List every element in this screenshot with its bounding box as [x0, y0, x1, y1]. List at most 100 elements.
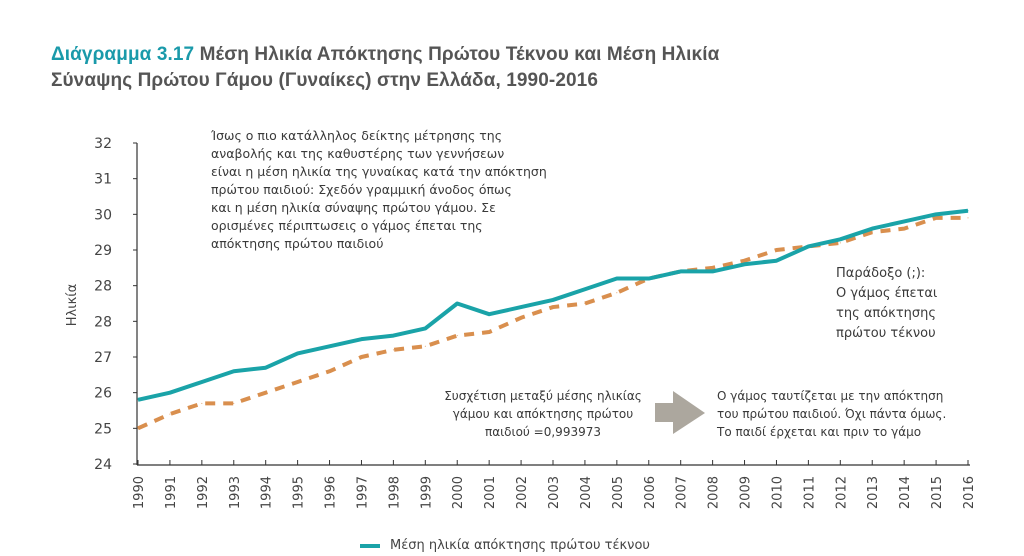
x-tick-label: 1998 [387, 476, 402, 509]
data-point [424, 345, 426, 347]
legend-label-first-child: Μέση ηλικία απόκτησης πρώτου τέκνου [390, 538, 650, 553]
annotation-line: Ο γάμος ταυτίζεται με την απόκτηση [717, 389, 944, 403]
data-point [775, 249, 777, 251]
data-point [616, 278, 618, 280]
x-tick-label: 2005 [611, 476, 626, 509]
annotation-line: Συσχέτιση μεταξύ μέσης ηλικίας [444, 389, 642, 403]
data-point [871, 228, 873, 230]
annotation-line: απόκτησης πρώτου παιδιού [211, 236, 384, 251]
legend-swatch-first-child [360, 543, 380, 548]
x-tick-label: 2015 [930, 476, 945, 509]
data-point [967, 217, 969, 219]
annotation-line: Ίσως ο πιο κατάλληλος δείκτης μέτρησης τ… [211, 128, 503, 143]
x-tick-label: 2004 [579, 476, 594, 509]
y-tick-label: 26 [94, 386, 112, 402]
annotation-line: είναι η μέση ηλικία της γυναίκας κατά τη… [211, 164, 547, 179]
data-point [265, 392, 267, 394]
y-tick-label: 28 [94, 279, 112, 295]
arrow-right-icon [655, 391, 705, 434]
data-point [392, 349, 394, 351]
x-tick-label: 1995 [292, 476, 307, 509]
data-point [297, 381, 299, 383]
x-tick-label: 2000 [451, 476, 466, 509]
x-tick-label: 2007 [675, 476, 690, 509]
annotation-line: Ο γάμος έπεται [836, 286, 938, 301]
data-point [935, 213, 937, 215]
data-point [712, 270, 714, 272]
data-point [360, 356, 362, 358]
data-point [648, 278, 650, 280]
x-tick-label: 2014 [898, 476, 913, 509]
x-tick-label: 1999 [419, 476, 434, 509]
data-point [137, 399, 139, 401]
x-tick-label: 2011 [802, 476, 817, 509]
annotation-paradox: Παράδοξο (;): Ο γάμος έπεται της απόκτησης… [836, 264, 937, 344]
data-point [456, 303, 458, 304]
data-point [520, 306, 522, 308]
data-point [616, 292, 618, 294]
figure-number: Διάγραμμα 3.17 [51, 44, 195, 65]
title-line-2: Σύναψης Πρώτου Γάμου (Γυναίκες) στην Ελλ… [51, 70, 598, 91]
data-point [329, 345, 331, 347]
x-tick-label: 2009 [739, 476, 754, 509]
x-tick-label: 2016 [962, 476, 977, 509]
y-axis-label: Ηλικία [65, 284, 80, 327]
data-point [392, 335, 394, 337]
data-point [744, 260, 746, 262]
y-tick-label: 31 [94, 172, 112, 188]
annotation-line: Παράδοξο (;): [836, 266, 926, 281]
annotation-line: Το παιδί έρχεται και πριν το γάμο [717, 425, 922, 439]
y-tick-label: 25 [94, 421, 112, 437]
data-point [584, 288, 586, 290]
annotation-line: πρώτου παιδιού: Σχεδόν γραμμική άνοδος ό… [211, 182, 512, 197]
annotation-line: ορισμένες πέριπτωσεις ο γάμος έπεται της [211, 218, 483, 233]
x-tick-label: 1996 [324, 476, 339, 509]
annotation-conclusion: Ο γάμος ταυτίζεται με την απόκτηση του πρ… [717, 387, 977, 441]
annotation-line: αναβολής και της καθυστέρης των γεννήσεω… [211, 146, 505, 161]
x-tick-label: 1993 [228, 476, 243, 509]
data-point [775, 260, 777, 262]
chart-title: Διάγραμμα 3.17 Μέση Ηλικία Απόκτησης Πρώ… [51, 42, 719, 94]
annotation-line: παιδιού =0,993973 [484, 425, 601, 439]
annotation-main: Ίσως ο πιο κατάλληλος δείκτης μέτρησης τ… [211, 127, 591, 253]
data-point [169, 392, 171, 394]
annotation-correlation: Συσχέτιση μεταξύ μέσης ηλικίας γάμου και … [438, 387, 648, 441]
y-tick-label: 28 [94, 314, 112, 330]
data-point [552, 306, 554, 308]
annotation-line: πρώτου τέκνου [836, 326, 936, 341]
data-point [169, 413, 171, 415]
data-point [903, 228, 905, 230]
data-point [233, 402, 235, 404]
y-tick-label: 29 [94, 243, 112, 259]
y-tick-label: 30 [94, 207, 112, 223]
data-point [297, 352, 299, 354]
data-point [967, 210, 969, 212]
legend: Μέση ηλικία απόκτησης πρώτου τέκνου [360, 538, 650, 553]
data-point [137, 427, 139, 429]
y-tick-label: 32 [94, 136, 112, 152]
x-tick-label: 2006 [643, 476, 658, 509]
x-tick-label: 2008 [707, 476, 722, 509]
x-tick-label: 2001 [483, 476, 498, 509]
data-point [935, 217, 937, 219]
x-tick-label: 1994 [260, 476, 275, 509]
annotation-line: γάμου και απόκτησης πρώτου [452, 407, 634, 421]
data-point [201, 381, 203, 383]
data-point [488, 313, 490, 315]
x-tick-label: 1992 [196, 476, 211, 509]
annotation-line: και η μέση ηλικία σύναψης πρώτου γάμου. … [211, 200, 496, 215]
x-tick-label: 2010 [770, 476, 785, 509]
data-point [520, 317, 522, 319]
data-point [871, 231, 873, 233]
data-point [265, 367, 267, 369]
x-tick-label: 1991 [164, 476, 179, 509]
x-tick-label: 1997 [355, 476, 370, 509]
data-point [424, 327, 426, 329]
data-point [839, 242, 841, 244]
y-tick-label: 27 [94, 350, 112, 366]
data-point [233, 370, 235, 372]
data-point [360, 338, 362, 340]
data-point [584, 303, 586, 304]
data-point [552, 299, 554, 301]
